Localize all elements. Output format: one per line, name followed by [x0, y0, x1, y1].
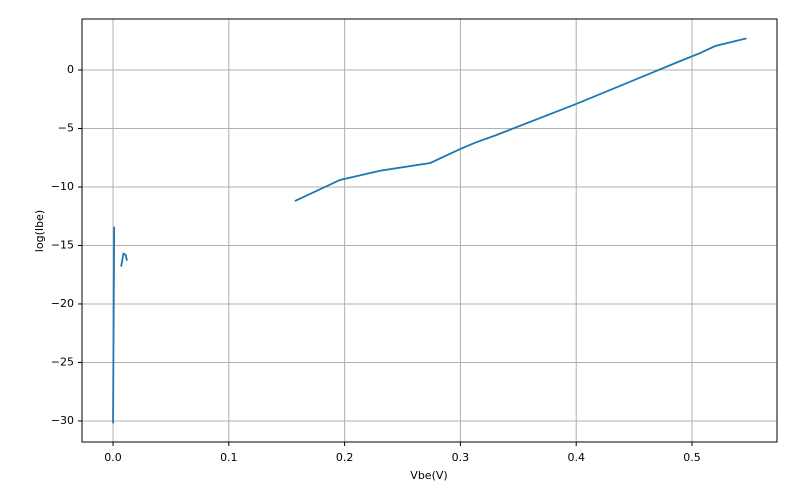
y-axis-label: log(Ibe)	[33, 210, 46, 252]
y-tick-label: −15	[51, 238, 74, 251]
x-tick-label: 0.3	[452, 451, 470, 464]
x-axis-label: Vbe(V)	[410, 469, 447, 482]
x-tick-label: 0.2	[336, 451, 354, 464]
y-tick-label: −10	[51, 180, 74, 193]
y-tick-label: −20	[51, 297, 74, 310]
y-tick-label: −30	[51, 414, 74, 427]
y-tick-label: 0	[67, 63, 74, 76]
x-tick-label: 0.4	[567, 451, 585, 464]
x-tick-label: 0.5	[683, 451, 701, 464]
data-line	[112, 37, 747, 424]
plot-frame	[81, 18, 778, 443]
y-tick-label: −25	[51, 355, 74, 368]
y-tick-label: −5	[58, 121, 74, 134]
x-tick-label: 0.0	[104, 451, 122, 464]
x-tick-label: 0.1	[220, 451, 238, 464]
